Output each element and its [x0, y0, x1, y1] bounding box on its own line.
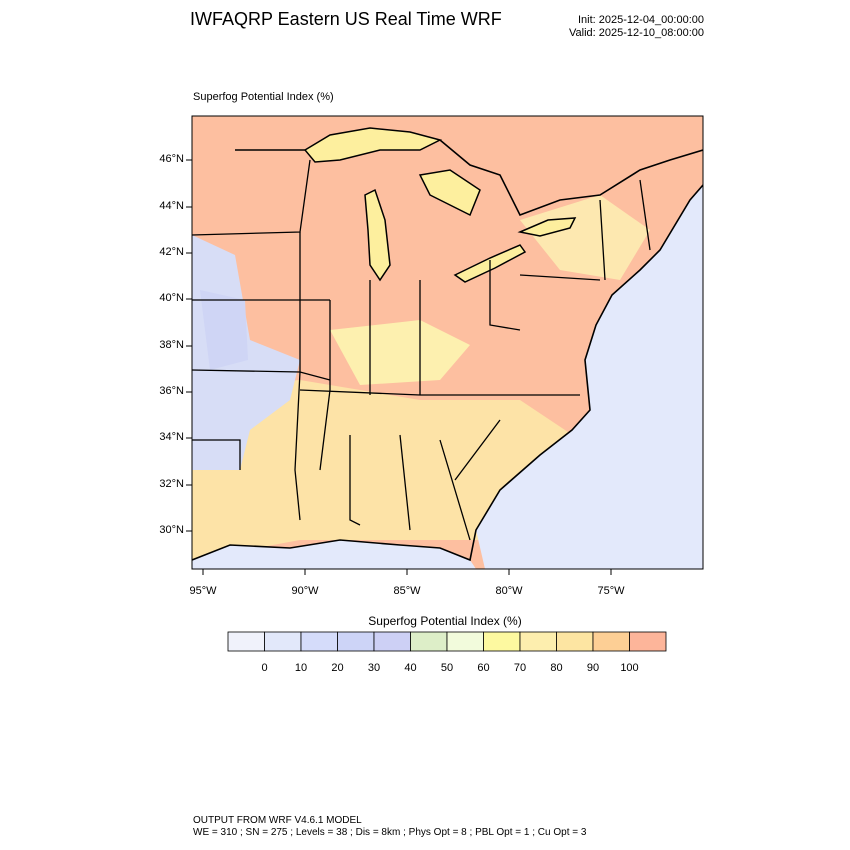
canada-border	[235, 139, 703, 217]
colorbar-tick-label: 100	[620, 662, 639, 674]
colorbar-swatch	[519, 631, 557, 652]
lake-ontario	[517, 217, 577, 237]
colorbar-swatch	[556, 631, 594, 652]
colorbar-tick-label: 40	[404, 662, 417, 674]
lat-label: 44°N	[159, 200, 184, 212]
lon-label: 90°W	[291, 585, 319, 597]
init-time: Init: 2025-12-04_00:00:00	[578, 14, 704, 26]
lat-label: 42°N	[159, 246, 184, 258]
map-area	[192, 116, 703, 569]
lake-superior	[303, 127, 443, 163]
colorbar-tick-label: 30	[367, 662, 381, 674]
southern-region	[192, 380, 580, 560]
lon-label: 80°W	[495, 585, 523, 597]
lat-label: 34°N	[159, 431, 184, 443]
map-frame	[191, 115, 704, 570]
colorbar-swatch	[300, 631, 338, 652]
colorbar-tick-label: 90	[586, 662, 600, 674]
lon-label: 75°W	[597, 585, 625, 597]
lat-label: 36°N	[159, 385, 184, 397]
field-label: Superfog Potential Index (%)	[193, 91, 334, 103]
lat-label: 40°N	[159, 292, 184, 304]
lon-label: 85°W	[393, 585, 421, 597]
footer-line-1: OUTPUT FROM WRF V4.6.1 MODEL	[193, 815, 362, 826]
western-low-region-2	[200, 290, 248, 370]
lake-huron	[418, 169, 481, 217]
footer-line-2: WE = 310 ; SN = 275 ; Levels = 38 ; Dis …	[193, 827, 587, 838]
lat-label: 38°N	[159, 339, 184, 351]
lat-label: 46°N	[159, 153, 184, 165]
colorbar-swatch	[337, 631, 375, 652]
coastline	[192, 184, 703, 562]
kentucky-region	[330, 320, 470, 385]
colorbar-swatch	[373, 631, 411, 652]
colorbar-tick-label: 0	[261, 662, 268, 674]
atlantic-ocean	[476, 185, 703, 569]
lat-ticks	[186, 159, 192, 532]
lon-ticks	[202, 569, 612, 575]
map-title: IWFAQRP Eastern US Real Time WRF	[190, 9, 502, 29]
colorbar-tick-label: 10	[294, 662, 308, 674]
colorbar-tick-label: 50	[440, 662, 454, 674]
model-footer: OUTPUT FROM WRF V4.6.1 MODEL WE = 310 ; …	[193, 815, 586, 839]
colorbar-tick-label: 20	[331, 662, 344, 674]
state-borders	[192, 159, 651, 541]
valid-time: Valid: 2025-12-10_08:00:00	[569, 27, 704, 39]
northeast-region	[520, 195, 650, 280]
colorbar-swatch	[483, 631, 521, 652]
colorbar-swatch	[629, 631, 667, 652]
lon-label: 95°W	[189, 585, 217, 597]
colorbar	[227, 631, 667, 652]
colorbar-title: Superfog Potential Index (%)	[368, 614, 522, 628]
lat-label: 30°N	[159, 524, 184, 536]
colorbar-tick-label: 60	[477, 662, 490, 674]
colorbar-swatch	[264, 631, 302, 652]
lake-michigan	[364, 188, 391, 282]
colorbar-tick-label: 70	[513, 662, 527, 674]
colorbar-swatch	[592, 631, 630, 652]
colorbar-swatch	[227, 631, 265, 652]
lat-label: 32°N	[159, 478, 184, 490]
colorbar-tick-label: 80	[550, 662, 563, 674]
colorbar-swatch	[410, 631, 448, 652]
colorbar-swatch	[446, 631, 484, 652]
